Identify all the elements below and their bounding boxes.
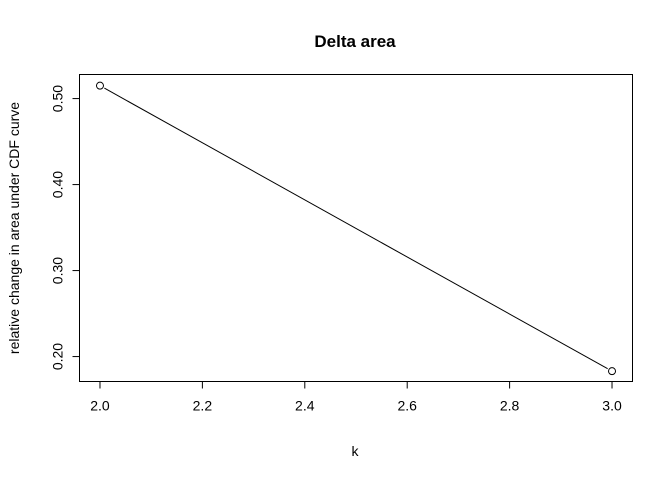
x-tick-label: 2.8	[500, 398, 520, 414]
series-layer	[95, 81, 617, 376]
x-tick-label: 2.4	[295, 398, 315, 414]
chart-title: Delta area	[314, 32, 396, 51]
series-line-segment	[104, 87, 608, 370]
data-point	[608, 367, 617, 376]
y-tick-label: 0.40	[50, 171, 66, 198]
x-axis-label: k	[352, 443, 360, 459]
y-tick-label: 0.30	[50, 257, 66, 284]
data-point	[95, 81, 104, 90]
y-axis-label: relative change in area under CDF curve	[6, 102, 22, 354]
x-tick-label: 2.0	[90, 398, 110, 414]
y-axis: 0.20 0.30 0.40 0.50	[50, 85, 80, 370]
x-tick-label: 2.2	[193, 398, 213, 414]
y-tick-label: 0.20	[50, 343, 66, 370]
x-axis: 2.0 2.2 2.4 2.6 2.8 3.0	[90, 381, 622, 414]
y-tick-label: 0.50	[50, 85, 66, 112]
x-tick-label: 3.0	[602, 398, 622, 414]
x-tick-label: 2.6	[397, 398, 417, 414]
